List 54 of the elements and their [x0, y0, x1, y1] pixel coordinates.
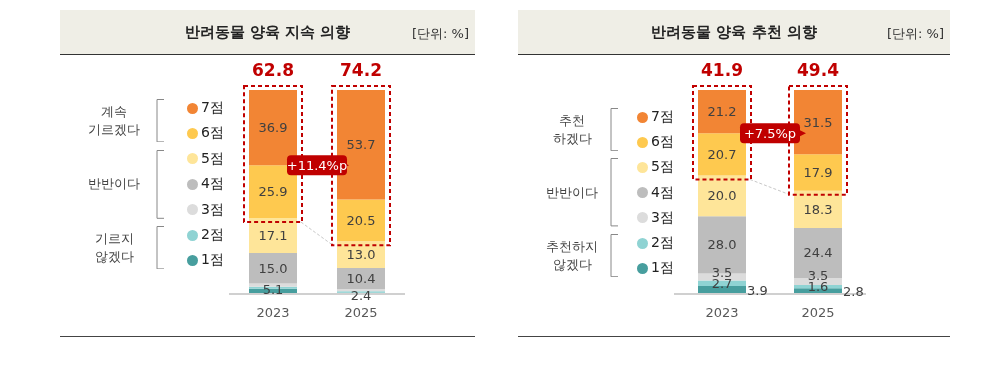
data-label: 17.9 — [803, 165, 833, 181]
chart-title: 반려동물 양육 지속 의향 — [184, 23, 351, 41]
data-label: 2.8 — [843, 283, 864, 299]
text: 계속 기르겠다 — [87, 102, 141, 139]
legend-label: 2점 — [651, 234, 674, 252]
chart-title: 반려동물 양육 추천 의향 — [651, 23, 817, 41]
data-label: 31.5 — [803, 114, 833, 130]
data-label: 20.7 — [707, 146, 737, 162]
legend-label: 5점 — [201, 149, 224, 168]
data-label: 36.9 — [258, 120, 288, 136]
data-label: 3.5 — [711, 264, 733, 280]
legend-label: 3점 — [201, 200, 224, 219]
legend-label: 1점 — [201, 251, 224, 270]
data-label: 10.4 — [346, 271, 376, 286]
text: 62.8 — [252, 60, 294, 80]
text: [단위: %] — [411, 25, 469, 43]
data-label: 28.0 — [707, 237, 737, 253]
data-label: 15.0 — [258, 260, 288, 276]
data-label: 53.7 — [346, 137, 376, 153]
x-tick-label: 2023 — [256, 305, 290, 321]
text: 추천하지 않겠다 — [545, 237, 599, 274]
text: 반반이다 — [88, 175, 140, 194]
data-label: 24.4 — [803, 245, 833, 261]
x-tick-label: 2023 — [705, 305, 739, 321]
annotation: 2.4 — [350, 287, 372, 303]
x-tick-label: 2025 — [344, 305, 378, 321]
legend-label: 7점 — [201, 99, 224, 117]
data-label: 21.2 — [707, 104, 737, 120]
text: 반반이다 — [546, 183, 598, 202]
legend-label: 3점 — [651, 208, 674, 227]
legend-label: 4점 — [651, 183, 674, 202]
text: [단위: %] — [886, 25, 944, 43]
legend-label: 2점 — [201, 226, 224, 244]
x-tick-label: 2025 — [801, 305, 835, 321]
data-label: 25.9 — [258, 184, 288, 200]
legend-label: 4점 — [201, 175, 224, 194]
data-label: 18.3 — [803, 201, 833, 217]
data-label: 20.5 — [346, 212, 376, 228]
text: 49.4 — [797, 60, 840, 80]
data-label: 3.9 — [747, 282, 768, 298]
text: 74.2 — [340, 60, 382, 80]
legend-label: 6점 — [201, 124, 224, 143]
data-label: 17.1 — [258, 228, 288, 244]
text: 추천 하겠다 — [551, 111, 593, 148]
annotation: +7.5%p — [743, 125, 797, 141]
legend-label: 5점 — [651, 158, 674, 177]
text: 41.9 — [701, 60, 743, 80]
legend-label: 6점 — [651, 133, 674, 152]
legend-label: 1점 — [651, 259, 674, 278]
data-label: 13.0 — [346, 247, 376, 263]
text: 기르지 않겠다 — [93, 229, 135, 266]
data-label: 1.6 — [807, 279, 829, 295]
data-label: 20.0 — [707, 188, 737, 204]
legend-label: 7점 — [651, 108, 674, 126]
